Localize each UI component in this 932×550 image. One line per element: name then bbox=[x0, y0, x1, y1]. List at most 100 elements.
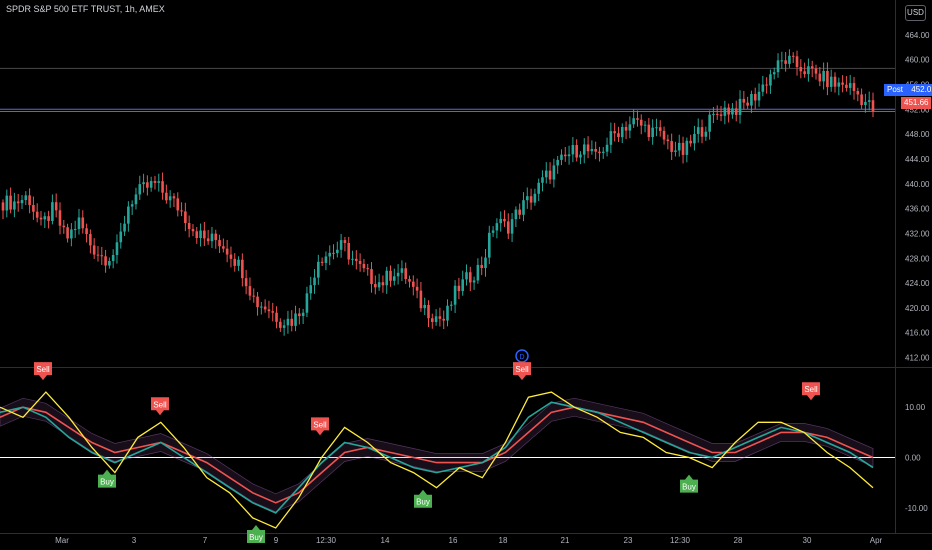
candle bbox=[313, 269, 316, 294]
candle bbox=[712, 106, 715, 124]
candle-body bbox=[685, 140, 689, 155]
candle-body bbox=[461, 279, 464, 292]
candle-body bbox=[620, 127, 624, 138]
candle-body bbox=[423, 304, 427, 309]
candle-body bbox=[723, 107, 727, 116]
candle bbox=[279, 318, 282, 332]
candle bbox=[613, 122, 616, 142]
candle bbox=[810, 60, 814, 78]
candle-body bbox=[332, 252, 335, 254]
candle bbox=[282, 319, 286, 336]
candle-body bbox=[738, 98, 742, 115]
candle bbox=[396, 264, 400, 285]
oscillator-axis-tick: 10.00 bbox=[905, 403, 926, 412]
candle bbox=[374, 275, 377, 295]
candle bbox=[377, 273, 381, 291]
candle bbox=[833, 72, 837, 93]
symbol-title[interactable]: SPDR S&P 500 ETF TRUST, 1h, AMEX bbox=[6, 4, 165, 14]
candle-body bbox=[533, 193, 537, 203]
candle-body bbox=[286, 318, 290, 326]
candle bbox=[153, 176, 157, 190]
candle-body bbox=[582, 144, 586, 155]
candle-body bbox=[696, 127, 700, 134]
candle-body bbox=[689, 140, 692, 144]
oscillator-axis-tick: 0.00 bbox=[905, 454, 921, 463]
candle bbox=[412, 275, 415, 296]
currency-button[interactable]: USD bbox=[905, 5, 926, 21]
candle-body bbox=[575, 145, 578, 158]
candle bbox=[16, 193, 20, 212]
candle-body bbox=[662, 130, 666, 140]
candle bbox=[700, 119, 704, 144]
candle-body bbox=[522, 200, 525, 215]
candle bbox=[465, 264, 468, 286]
candle-body bbox=[757, 91, 761, 101]
buy-signal-box bbox=[98, 469, 116, 488]
candle bbox=[472, 276, 476, 290]
candle-body bbox=[58, 210, 62, 226]
candle-body bbox=[852, 83, 856, 92]
candle bbox=[70, 223, 73, 247]
candle bbox=[317, 254, 320, 285]
candle bbox=[765, 77, 768, 94]
candle-body bbox=[77, 217, 81, 230]
candle-body bbox=[750, 93, 753, 106]
candle bbox=[237, 256, 240, 271]
candle bbox=[795, 50, 799, 76]
time-axis-tick: 18 bbox=[499, 536, 508, 545]
candle-body bbox=[617, 133, 620, 138]
candle-body bbox=[563, 154, 567, 157]
candle bbox=[431, 313, 434, 329]
price-axis-tick: 452.00 bbox=[905, 105, 930, 114]
candle-body bbox=[168, 196, 172, 201]
candle-body bbox=[708, 114, 711, 132]
price-axis-tick: 448.00 bbox=[905, 130, 930, 139]
sell-signal-label: Sell bbox=[515, 365, 529, 374]
candle bbox=[89, 229, 92, 254]
candle-body bbox=[66, 227, 69, 239]
candle bbox=[225, 239, 229, 263]
candle-body bbox=[719, 114, 723, 116]
candle bbox=[286, 310, 290, 334]
candle-body bbox=[548, 170, 552, 180]
candle bbox=[423, 297, 427, 316]
candle-body bbox=[24, 195, 28, 201]
candle-body bbox=[89, 234, 92, 246]
candle bbox=[324, 251, 328, 271]
candle bbox=[449, 301, 453, 311]
candle bbox=[750, 90, 753, 113]
candle-body bbox=[480, 264, 483, 269]
candle bbox=[214, 229, 218, 249]
candle-body bbox=[43, 216, 47, 220]
candle-body bbox=[218, 240, 221, 247]
candle bbox=[252, 288, 256, 303]
candle-body bbox=[104, 256, 107, 266]
candle-body bbox=[267, 309, 271, 312]
candle-body bbox=[810, 66, 814, 69]
buy-signal-box bbox=[247, 524, 265, 543]
time-axis-tick: 14 bbox=[381, 536, 390, 545]
candle-body bbox=[734, 108, 738, 115]
candle bbox=[499, 211, 502, 232]
candle-body bbox=[465, 272, 468, 280]
candle bbox=[799, 59, 803, 79]
candle bbox=[442, 310, 445, 330]
candle-body bbox=[256, 296, 259, 308]
candle bbox=[187, 215, 191, 238]
candle-body bbox=[499, 218, 502, 224]
candle bbox=[446, 299, 449, 327]
candle-body bbox=[624, 127, 628, 131]
sell-signal-box bbox=[151, 397, 169, 416]
candle-body bbox=[731, 108, 734, 115]
candle bbox=[677, 134, 681, 157]
candle-body bbox=[784, 60, 787, 64]
candle bbox=[818, 67, 822, 87]
time-axis-tick: 21 bbox=[561, 536, 570, 545]
candle-body bbox=[487, 232, 491, 258]
candle-body bbox=[727, 107, 730, 115]
candle-body bbox=[636, 118, 639, 120]
candle bbox=[248, 277, 252, 301]
candle bbox=[298, 308, 301, 325]
